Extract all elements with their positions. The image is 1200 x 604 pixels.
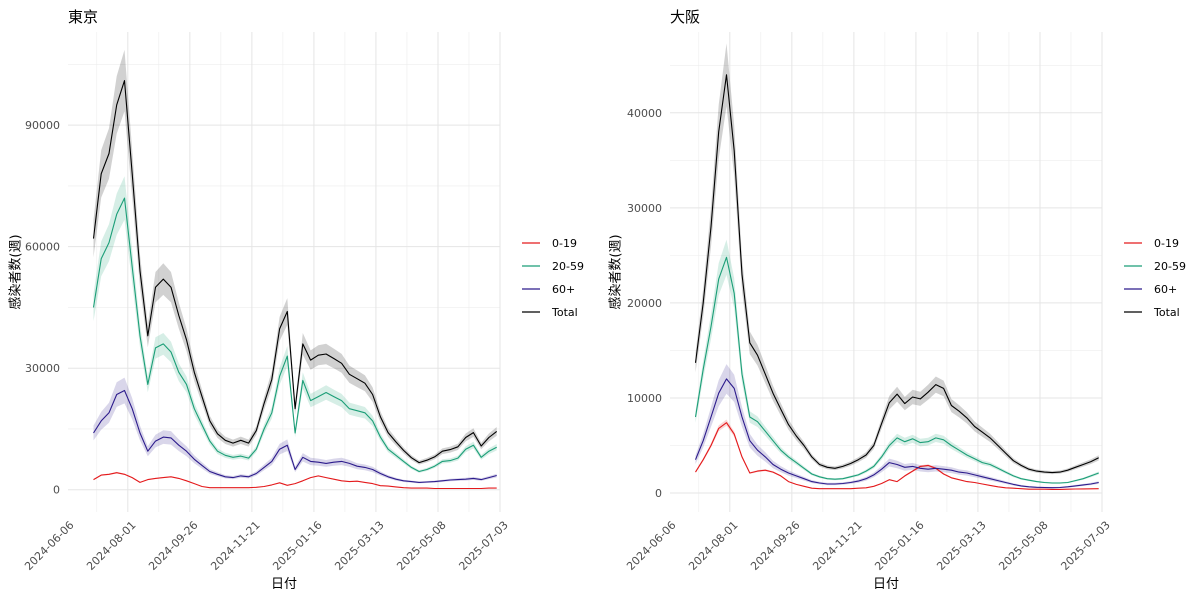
panel1-series-line-0-19 xyxy=(93,472,497,490)
panel2-ribbon-60 xyxy=(695,364,1099,489)
panel2: 2024-06-06 2024-08-01 2024-09-26 2024-11-21… xyxy=(608,8,1186,592)
panel2-legend: 0-19 20-59 60+ Total xyxy=(1124,237,1186,319)
panel1-legend: 0-19 20-59 60+ Total xyxy=(522,237,584,319)
panel1-legend-label-0-19: 0-19 xyxy=(552,237,577,250)
panel1-y-axis-label: 感染者数(週) xyxy=(8,234,24,309)
panel2-x-tick-label: 2024-08-01 xyxy=(686,519,740,573)
panel2-ribbon-0-19 xyxy=(695,419,1099,490)
panel2-x-tick-label: 2024-11-21 xyxy=(810,519,864,573)
panel1-series-line-20-59 xyxy=(92,197,497,473)
panel2-title: 大阪 xyxy=(670,8,700,26)
panel2-x-tick-label: 2025-03-13 xyxy=(934,519,988,573)
panel2-ribbon-total xyxy=(695,43,1099,475)
panel1-x-tick-label: 2024-09-26 xyxy=(146,519,200,573)
panel2-y-tick-label: 20000 xyxy=(627,297,662,310)
panel2-y-tick-label: 0 xyxy=(655,487,662,500)
panel2-y-tick-label: 40000 xyxy=(627,107,662,120)
panel2-y-axis-label: 感染者数(週) xyxy=(608,234,624,309)
panel1: 2024-06-06 2024-08-01 2024-09-26 2024-11-21… xyxy=(8,8,584,592)
panel1-y-tick-label: 0 xyxy=(53,484,60,497)
panel1-x-tick-label: 2025-07-03 xyxy=(456,519,510,573)
panel2-series-line-60 xyxy=(694,378,1099,489)
panel2-x-tick-label: 2024-06-06 xyxy=(624,519,678,573)
panel1-x-tick-label: 2024-11-21 xyxy=(208,519,262,573)
panel1-series-line-60 xyxy=(93,389,497,483)
panel2-legend-label-20-59: 20-59 xyxy=(1154,260,1186,273)
panel1-series-line-total xyxy=(92,80,498,464)
panel2-x-tick-label: 2025-07-03 xyxy=(1058,519,1112,573)
panel1-x-tick-label: 2025-05-08 xyxy=(394,519,448,573)
panel2-x-tick-label: 2025-05-08 xyxy=(996,519,1050,573)
panel2-series-line-0-19 xyxy=(695,422,1099,490)
panel1-ribbon-0-19 xyxy=(93,471,497,489)
panel1-ribbon-60 xyxy=(93,377,497,484)
panel1-legend-label-total: Total xyxy=(551,306,578,319)
panel2-legend-label-total: Total xyxy=(1153,306,1180,319)
panel2-x-axis-label: 日付 xyxy=(873,577,899,592)
panel2-y-tick-label: 30000 xyxy=(627,202,662,215)
panel1-x-tick-label: 2024-08-01 xyxy=(84,519,138,573)
panel2-legend-label-60: 60+ xyxy=(1154,283,1177,296)
panel2-y-tick-label: 10000 xyxy=(627,392,662,405)
panel1-y-tick-label: 60000 xyxy=(25,241,60,254)
panel2-series-line-total xyxy=(694,74,1099,474)
panel1-legend-label-60: 60+ xyxy=(552,283,575,296)
panel1-legend-label-20-59: 20-59 xyxy=(552,260,584,273)
panel2-ribbon-20-59 xyxy=(695,239,1099,484)
panel1-y-tick-label: 30000 xyxy=(25,362,60,375)
panel2-legend-label-0-19: 0-19 xyxy=(1154,237,1179,250)
panel2-series-line-20-59 xyxy=(694,256,1099,484)
panel2-x-tick-label: 2024-09-26 xyxy=(748,519,802,573)
panel1-x-axis-label: 日付 xyxy=(271,577,297,592)
panel2-x-tick-label: 2025-01-16 xyxy=(872,519,926,573)
panel1-x-tick-label: 2025-01-16 xyxy=(270,519,324,573)
panel1-title: 東京 xyxy=(68,8,98,26)
panel1-x-tick-label: 2024-06-06 xyxy=(22,519,76,573)
panel1-x-tick-label: 2025-03-13 xyxy=(332,519,386,573)
panel1-y-tick-label: 90000 xyxy=(25,119,60,132)
